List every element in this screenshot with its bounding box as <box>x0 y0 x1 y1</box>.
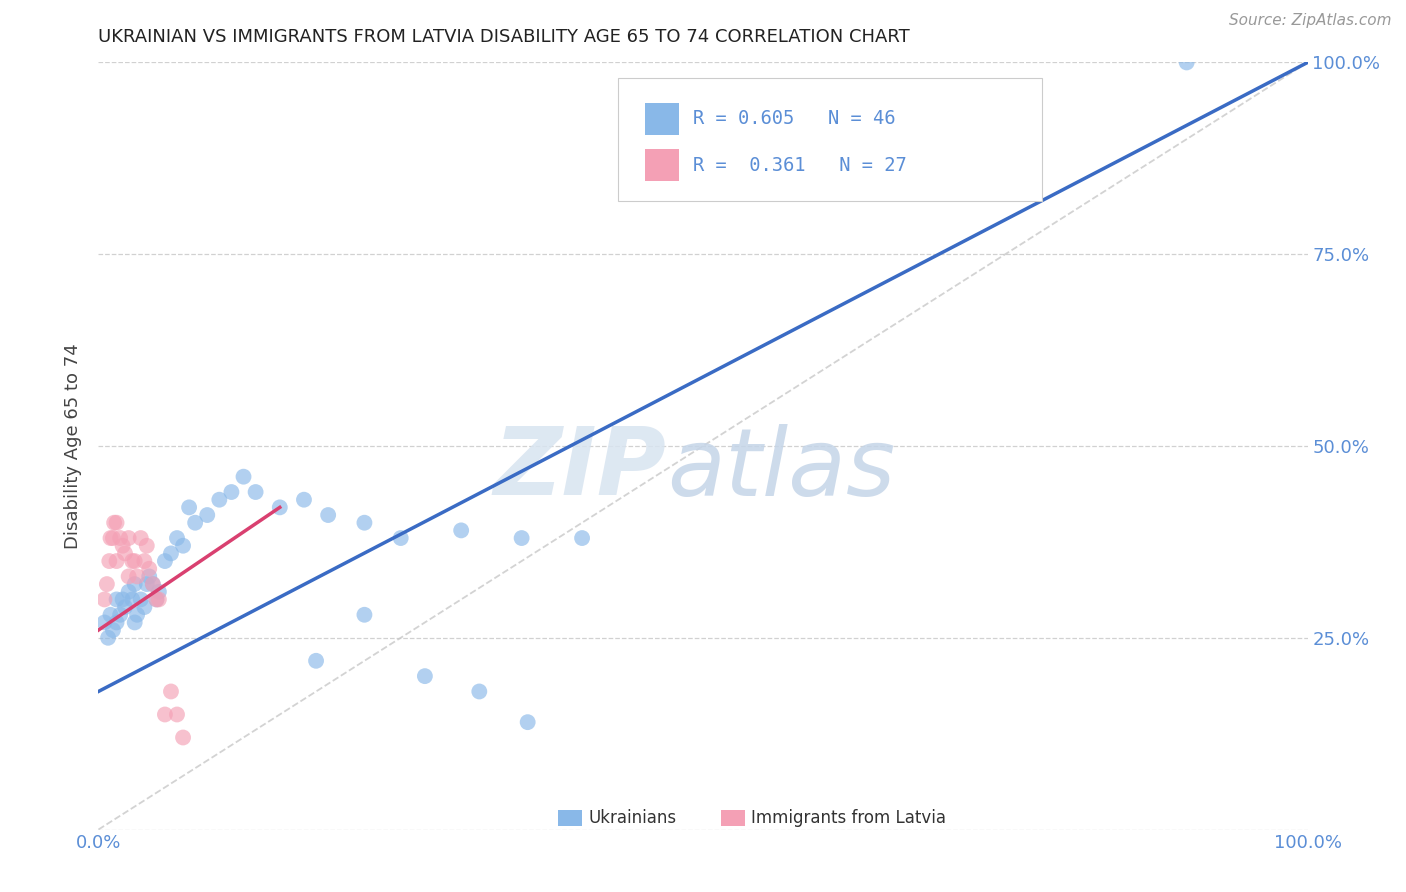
Point <box>97 631 120 645</box>
Point <box>166 531 188 545</box>
Point <box>124 554 146 568</box>
Point <box>353 516 375 530</box>
Text: Immigrants from Latvia: Immigrants from Latvia <box>751 809 946 827</box>
Point <box>184 516 207 530</box>
Point <box>96 577 118 591</box>
Point <box>105 516 128 530</box>
Point <box>516 715 538 730</box>
Point <box>138 569 160 583</box>
Text: Source: ZipAtlas.com: Source: ZipAtlas.com <box>1229 13 1392 29</box>
Point <box>135 577 157 591</box>
Point <box>450 524 472 538</box>
Point <box>129 592 152 607</box>
Point <box>105 592 128 607</box>
Point <box>105 615 128 630</box>
Point <box>100 531 122 545</box>
Point <box>172 539 194 553</box>
Point <box>103 516 125 530</box>
Point <box>93 592 115 607</box>
Point <box>468 684 491 698</box>
Point <box>145 592 167 607</box>
Point <box>160 684 183 698</box>
Point <box>111 539 134 553</box>
Y-axis label: Disability Age 65 to 74: Disability Age 65 to 74 <box>65 343 83 549</box>
Point <box>221 485 243 500</box>
Point <box>108 531 131 545</box>
Point <box>148 584 170 599</box>
Point <box>108 607 131 622</box>
Point <box>138 562 160 576</box>
Point <box>166 707 188 722</box>
Point <box>135 539 157 553</box>
Point <box>114 600 136 615</box>
Point <box>153 707 176 722</box>
FancyBboxPatch shape <box>721 811 745 826</box>
Point <box>179 500 201 515</box>
Text: UKRAINIAN VS IMMIGRANTS FROM LATVIA DISABILITY AGE 65 TO 74 CORRELATION CHART: UKRAINIAN VS IMMIGRANTS FROM LATVIA DISA… <box>98 28 910 45</box>
Point <box>129 531 152 545</box>
Point <box>316 508 339 522</box>
Point <box>510 531 533 545</box>
Point <box>292 492 315 507</box>
Point <box>111 592 134 607</box>
Point <box>93 615 115 630</box>
Point <box>172 731 194 745</box>
FancyBboxPatch shape <box>619 78 1042 201</box>
Point <box>134 554 156 568</box>
Point <box>305 654 328 668</box>
Text: Ukrainians: Ukrainians <box>588 809 676 827</box>
Text: R = 0.605   N = 46: R = 0.605 N = 46 <box>693 109 896 128</box>
Point <box>121 592 143 607</box>
Point <box>100 607 122 622</box>
Point <box>121 554 143 568</box>
Point <box>127 607 149 622</box>
Point <box>101 623 124 637</box>
Point <box>232 469 254 483</box>
FancyBboxPatch shape <box>645 149 679 181</box>
Point <box>114 546 136 560</box>
Point <box>145 592 167 607</box>
Point <box>124 577 146 591</box>
Point <box>118 584 141 599</box>
Point <box>118 531 141 545</box>
Point <box>353 607 375 622</box>
Text: atlas: atlas <box>666 424 896 515</box>
Point <box>118 569 141 583</box>
Point <box>153 554 176 568</box>
Point <box>195 508 218 522</box>
Text: R =  0.361   N = 27: R = 0.361 N = 27 <box>693 156 907 175</box>
Point <box>1175 55 1198 70</box>
Point <box>142 577 165 591</box>
Point <box>105 554 128 568</box>
Point <box>127 569 149 583</box>
FancyBboxPatch shape <box>558 811 582 826</box>
Text: ZIP: ZIP <box>494 423 666 515</box>
Point <box>98 554 121 568</box>
Point <box>124 615 146 630</box>
FancyBboxPatch shape <box>645 103 679 136</box>
Point <box>269 500 291 515</box>
Point <box>389 531 412 545</box>
Point <box>134 600 156 615</box>
Point <box>245 485 267 500</box>
Point <box>571 531 593 545</box>
Point <box>208 492 231 507</box>
Point <box>142 577 165 591</box>
Point <box>413 669 436 683</box>
Point <box>148 592 170 607</box>
Point <box>160 546 183 560</box>
Point <box>101 531 124 545</box>
